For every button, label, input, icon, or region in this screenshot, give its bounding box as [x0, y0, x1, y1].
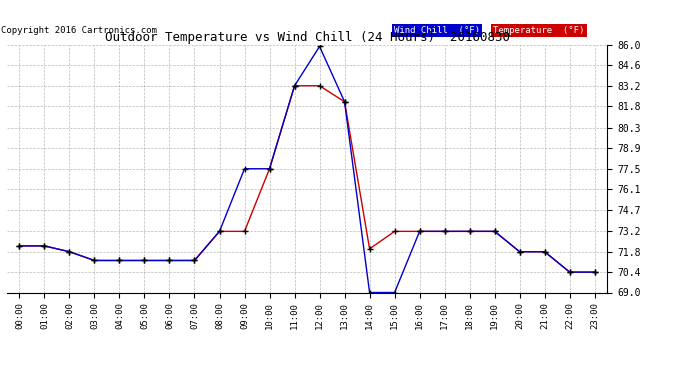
Title: Outdoor Temperature vs Wind Chill (24 Hours)  20160830: Outdoor Temperature vs Wind Chill (24 Ho… — [105, 31, 509, 44]
Text: Wind Chill  (°F): Wind Chill (°F) — [394, 26, 480, 35]
Text: Temperature  (°F): Temperature (°F) — [493, 26, 584, 35]
Text: Copyright 2016 Cartronics.com: Copyright 2016 Cartronics.com — [1, 26, 157, 35]
